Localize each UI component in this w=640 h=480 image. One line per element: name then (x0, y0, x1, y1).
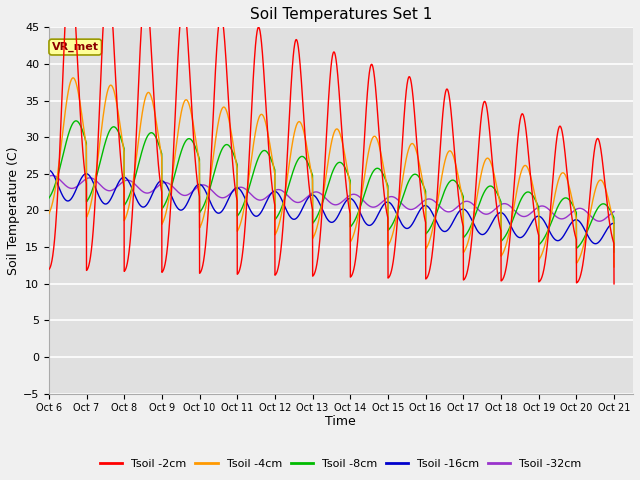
Y-axis label: Soil Temperature (C): Soil Temperature (C) (7, 146, 20, 275)
Title: Soil Temperatures Set 1: Soil Temperatures Set 1 (250, 7, 432, 22)
Legend: Tsoil -2cm, Tsoil -4cm, Tsoil -8cm, Tsoil -16cm, Tsoil -32cm: Tsoil -2cm, Tsoil -4cm, Tsoil -8cm, Tsoi… (96, 454, 586, 473)
X-axis label: Time: Time (326, 415, 356, 428)
Text: VR_met: VR_met (52, 42, 99, 52)
